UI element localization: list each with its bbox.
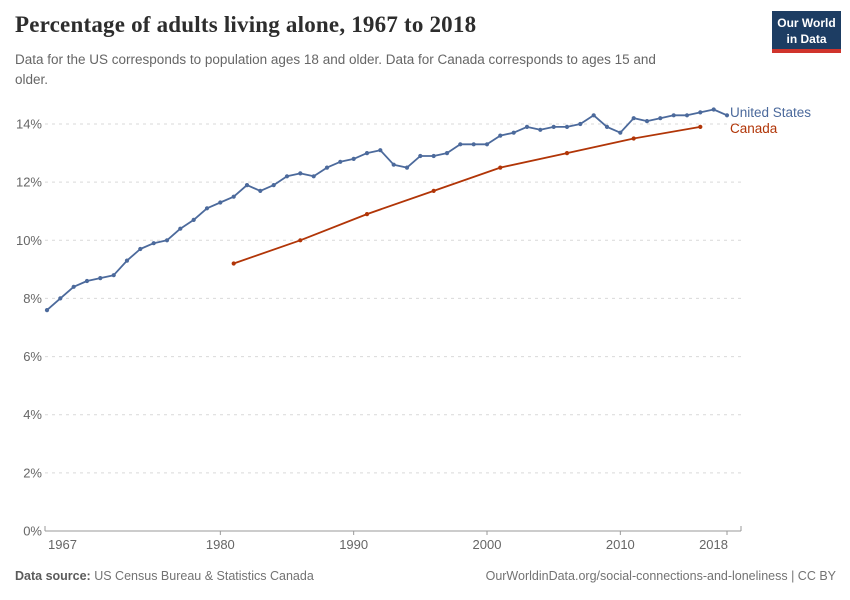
owid-logo-line1: Our World <box>777 16 836 30</box>
data-point <box>671 113 676 118</box>
data-point <box>44 308 50 313</box>
credit-link[interactable]: OurWorldinData.org/social-connections-an… <box>485 569 836 583</box>
y-tick-label: 2% <box>23 465 42 480</box>
legend-label-united-states[interactable]: United States <box>730 105 811 120</box>
data-source-value: US Census Bureau & Statistics Canada <box>94 569 314 583</box>
data-point <box>284 174 290 179</box>
data-point <box>71 284 76 289</box>
y-tick-label: 4% <box>23 407 42 422</box>
data-point <box>191 217 196 222</box>
legend-label-canada[interactable]: Canada <box>730 121 778 136</box>
series-line-united-states <box>46 108 728 311</box>
x-tick-label: 1980 <box>206 537 235 552</box>
data-point <box>631 136 636 141</box>
data-source: Data source: US Census Bureau & Statisti… <box>15 569 314 583</box>
data-point <box>698 110 703 115</box>
data-point <box>431 153 436 159</box>
data-point <box>538 127 543 132</box>
chart-title: Percentage of adults living alone, 1967 … <box>15 12 477 37</box>
y-tick-label: 8% <box>23 291 42 306</box>
x-tick-label: 2018 <box>699 537 728 552</box>
data-point <box>684 113 690 118</box>
data-point <box>391 162 396 167</box>
series-line-canada <box>232 126 702 265</box>
data-point <box>298 238 303 243</box>
data-point <box>244 183 250 188</box>
data-point <box>151 241 156 246</box>
data-point <box>444 151 450 156</box>
data-point <box>204 206 210 211</box>
chart-subtitle: Data for the US corresponds to populatio… <box>15 52 656 87</box>
x-tick-label: 1990 <box>339 537 368 552</box>
data-point <box>458 142 463 147</box>
owid-logo-line2: in Data <box>786 31 827 46</box>
data-point <box>258 188 263 193</box>
data-point <box>551 124 556 129</box>
data-point <box>378 148 383 153</box>
data-point <box>631 116 636 121</box>
y-tick-label: 12% <box>16 175 42 190</box>
data-point <box>84 278 90 284</box>
data-point <box>524 124 530 129</box>
data-point <box>124 258 130 263</box>
data-point <box>164 238 170 243</box>
data-point <box>418 153 423 159</box>
x-tick-label: 1967 <box>48 537 77 552</box>
data-point <box>431 188 436 193</box>
y-tick-label: 0% <box>23 524 42 539</box>
data-point <box>218 200 223 205</box>
data-point <box>138 246 143 252</box>
x-tick-label: 2010 <box>606 537 635 552</box>
y-tick-label: 6% <box>23 349 42 364</box>
data-point <box>604 124 610 129</box>
data-point <box>564 124 570 129</box>
data-point <box>111 273 116 278</box>
data-point <box>644 119 650 124</box>
data-point <box>271 183 276 188</box>
data-point <box>58 296 63 301</box>
data-point <box>338 159 343 164</box>
data-point <box>498 165 503 170</box>
data-point <box>511 130 516 135</box>
y-tick-label: 14% <box>16 117 42 132</box>
y-tick-label: 10% <box>16 233 42 248</box>
data-point <box>618 130 623 135</box>
data-point <box>498 133 503 138</box>
data-point <box>471 142 476 147</box>
data-point <box>484 142 490 147</box>
data-point <box>324 165 330 170</box>
data-point <box>591 113 596 118</box>
data-point <box>311 174 316 179</box>
data-point <box>404 165 410 170</box>
data-point <box>298 171 303 176</box>
data-point <box>231 261 236 266</box>
data-point <box>178 226 183 231</box>
data-point <box>698 124 703 129</box>
data-point <box>578 121 583 127</box>
data-point <box>98 276 103 281</box>
data-point <box>564 151 570 156</box>
data-point <box>351 156 356 161</box>
data-point <box>658 116 663 121</box>
owid-logo[interactable]: Our World in Data <box>772 11 841 53</box>
data-source-label: Data source: <box>15 569 91 583</box>
data-point <box>364 212 370 217</box>
data-point <box>364 151 370 156</box>
data-point <box>231 194 236 199</box>
x-tick-label: 2000 <box>473 537 502 552</box>
data-point <box>711 107 716 112</box>
